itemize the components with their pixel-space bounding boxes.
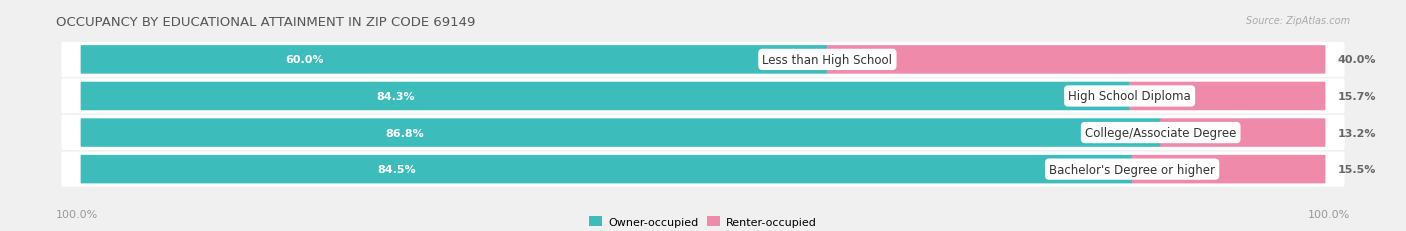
Text: 13.2%: 13.2%: [1337, 128, 1376, 138]
Legend: Owner-occupied, Renter-occupied: Owner-occupied, Renter-occupied: [589, 216, 817, 227]
FancyBboxPatch shape: [62, 152, 1344, 187]
FancyBboxPatch shape: [80, 46, 828, 74]
Text: OCCUPANCY BY EDUCATIONAL ATTAINMENT IN ZIP CODE 69149: OCCUPANCY BY EDUCATIONAL ATTAINMENT IN Z…: [56, 16, 475, 29]
FancyBboxPatch shape: [1129, 82, 1326, 111]
Text: 100.0%: 100.0%: [56, 210, 98, 219]
Text: Less than High School: Less than High School: [762, 54, 893, 67]
FancyBboxPatch shape: [80, 155, 1133, 184]
FancyBboxPatch shape: [1132, 155, 1326, 184]
FancyBboxPatch shape: [62, 43, 1344, 78]
FancyBboxPatch shape: [827, 46, 1326, 74]
Text: 100.0%: 100.0%: [1308, 210, 1350, 219]
Text: 40.0%: 40.0%: [1337, 55, 1376, 65]
Text: 84.3%: 84.3%: [377, 91, 415, 102]
FancyBboxPatch shape: [1160, 119, 1326, 147]
Text: College/Associate Degree: College/Associate Degree: [1085, 127, 1236, 140]
Text: Source: ZipAtlas.com: Source: ZipAtlas.com: [1246, 16, 1350, 26]
Text: 60.0%: 60.0%: [285, 55, 325, 65]
Text: High School Diploma: High School Diploma: [1069, 90, 1191, 103]
FancyBboxPatch shape: [80, 119, 1161, 147]
Text: 84.5%: 84.5%: [377, 164, 416, 174]
Text: 15.7%: 15.7%: [1337, 91, 1376, 102]
Text: 15.5%: 15.5%: [1337, 164, 1375, 174]
Text: Bachelor's Degree or higher: Bachelor's Degree or higher: [1049, 163, 1215, 176]
FancyBboxPatch shape: [62, 79, 1344, 114]
FancyBboxPatch shape: [62, 116, 1344, 150]
Text: 86.8%: 86.8%: [385, 128, 425, 138]
FancyBboxPatch shape: [80, 82, 1130, 111]
